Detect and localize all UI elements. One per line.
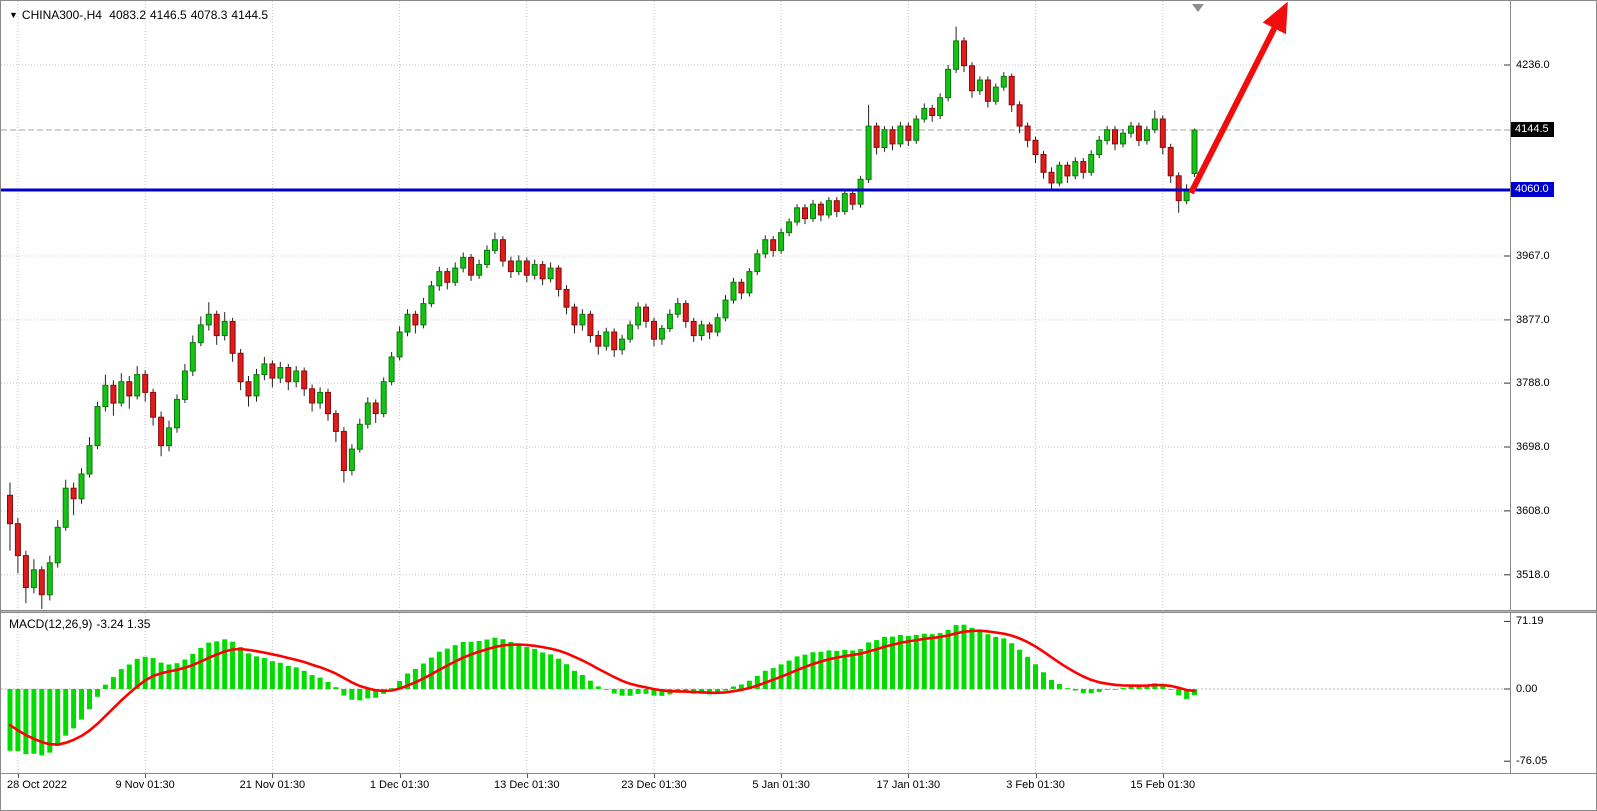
price-tick-label: 3877.0 bbox=[1516, 313, 1550, 326]
ohlc-high: 4146.5 bbox=[150, 8, 187, 22]
ohlc-open: 4083.2 bbox=[109, 8, 146, 22]
time-axis-label: 21 Nov 01:30 bbox=[239, 779, 306, 791]
ohlc-toggle-icon[interactable]: ▼ bbox=[9, 10, 18, 20]
time-axis-border bbox=[1, 773, 1596, 774]
panel-splitter[interactable] bbox=[1, 610, 1596, 613]
chart-header: ▼ CHINA300-,H4 4083.2 4146.5 4078.3 4144.5 bbox=[9, 8, 272, 22]
macd-tick-label: 71.19 bbox=[1516, 615, 1544, 628]
price-axis-border bbox=[1510, 1, 1511, 773]
time-tick-mark bbox=[272, 774, 274, 778]
time-axis-label: 13 Dec 01:30 bbox=[494, 779, 560, 791]
price-tick-label: 3967.0 bbox=[1516, 250, 1550, 263]
chart-shift-marker-icon[interactable] bbox=[1192, 4, 1204, 12]
price-tick-label: 3788.0 bbox=[1516, 377, 1550, 390]
time-tick-mark bbox=[908, 774, 910, 778]
main-chart-canvas[interactable] bbox=[1, 1, 1511, 610]
time-tick-mark bbox=[526, 774, 528, 778]
price-tick-label: 4236.0 bbox=[1516, 59, 1550, 72]
support-level-badge: 4060.0 bbox=[1511, 182, 1554, 197]
time-axis-label: 28 Oct 2022 bbox=[7, 779, 67, 791]
price-tick-label: 3518.0 bbox=[1516, 568, 1550, 581]
time-axis-label: 15 Feb 01:30 bbox=[1130, 779, 1196, 791]
price-tick-label: 3698.0 bbox=[1516, 441, 1550, 454]
macd-tick-label: 0.00 bbox=[1516, 683, 1538, 695]
time-axis-label: 23 Dec 01:30 bbox=[621, 779, 687, 791]
macd-histogram bbox=[7, 624, 1197, 756]
macd-signal-line bbox=[8, 629, 1196, 746]
time-axis-label: 3 Feb 01:30 bbox=[1006, 779, 1065, 791]
time-axis-label: 5 Jan 01:30 bbox=[752, 779, 810, 791]
candlesticks bbox=[7, 26, 1198, 609]
time-tick-mark bbox=[17, 774, 19, 778]
trend-arrow[interactable] bbox=[1188, 1, 1288, 195]
time-axis[interactable]: 28 Oct 2022 9 Nov 01:30 21 Nov 01:30 1 Dec … bbox=[1, 774, 1596, 800]
price-axis[interactable]: 4236.0 3967.0 3877.0 3788.0 3698.0 3608.0 3518… bbox=[1511, 1, 1596, 773]
time-tick-mark bbox=[653, 774, 655, 778]
macd-tick-label: -76.05 bbox=[1516, 755, 1548, 768]
ohlc-low: 4078.3 bbox=[190, 8, 228, 22]
time-tick-mark bbox=[1035, 774, 1037, 778]
ohlc-close: 4144.5 bbox=[231, 8, 269, 22]
macd-values: -3.24 1.35 bbox=[96, 617, 151, 631]
time-tick-mark bbox=[1162, 774, 1164, 778]
time-tick-mark bbox=[399, 774, 401, 778]
macd-indicator-label: MACD(12,26,9) -3.24 1.35 bbox=[9, 617, 154, 631]
macd-panel-canvas[interactable] bbox=[1, 613, 1511, 773]
price-tick-label: 3608.0 bbox=[1516, 504, 1550, 517]
macd-name: MACD(12,26,9) bbox=[9, 617, 93, 631]
symbol-timeframe-label: CHINA300-,H4 bbox=[21, 8, 102, 22]
time-tick-mark bbox=[781, 774, 783, 778]
time-tick-mark bbox=[145, 774, 147, 778]
time-axis-label: 1 Dec 01:30 bbox=[369, 779, 430, 791]
bid-price-badge: 4144.5 bbox=[1511, 122, 1554, 137]
time-axis-label: 17 Jan 01:30 bbox=[876, 779, 941, 791]
time-axis-label: 9 Nov 01:30 bbox=[115, 779, 175, 791]
